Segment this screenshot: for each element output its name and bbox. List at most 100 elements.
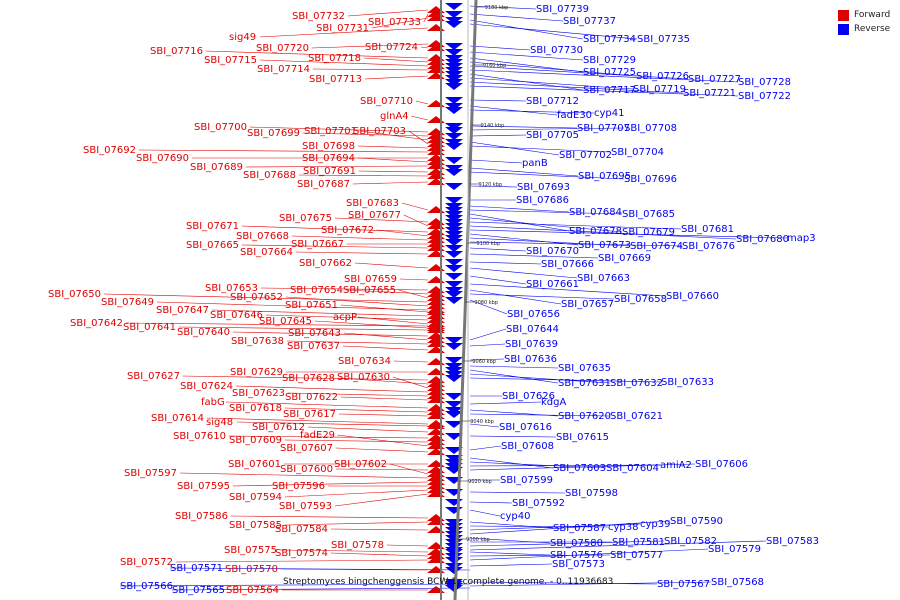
reverse-leader-line [469,491,566,494]
tick-label: 9000 kbp [466,537,490,543]
forward-gene-label: SBI_07640 [177,327,230,338]
forward-gene-label: SBI_07597 [124,468,177,479]
forward-gene-label: SBI_07586 [175,511,228,522]
reverse-gene-glyph [445,17,463,24]
forward-leader-line [205,50,429,59]
reverse-gene-label: SBI_07568 [711,577,764,588]
legend-reverse-label: Reverse [854,24,891,34]
reverse-gene-label: SBI_07576 [550,550,603,561]
reverse-gene-glyph [445,363,463,370]
reverse-gene-glyph [445,239,463,246]
reverse-gene-label: SBI_07577 [610,550,663,561]
reverse-leader-line [469,61,637,77]
reverse-leader-line [469,445,502,451]
reverse-gene-label: SBI_07676 [682,241,735,252]
reverse-leader-line [119,583,471,587]
forward-leader-line [371,17,429,29]
reverse-gene-glyph [445,11,463,18]
reverse-gene-glyph [445,103,463,110]
forward-gene-label: SBI_07652 [230,292,283,303]
reverse-gene-label: SBI_07590 [670,516,723,527]
forward-leader-line [302,132,429,137]
forward-gene-glyph [427,100,445,107]
tick-label: 9160 kbp [483,63,507,69]
reverse-gene-glyph [445,183,463,190]
forward-leader-line [415,100,429,105]
reverse-gene-glyph [445,371,463,378]
forward-leader-line [389,463,429,475]
forward-gene-label: SBI_07610 [173,431,226,442]
reverse-gene-label: cyp40 [500,511,531,522]
reverse-gene-glyph [445,219,463,226]
forward-gene-label: SBI_07585 [229,520,282,531]
reverse-gene-label: SBI_07695 [578,171,631,182]
reverse-gene-label: SBI_07661 [526,279,579,290]
forward-leader-line [342,345,429,351]
forward-leader-line [330,528,429,531]
forward-gene-label: SBI_07694 [302,153,355,164]
reverse-leader-line [469,159,523,164]
forward-leader-line [138,149,429,153]
forward-gene-label: SBI_07687 [297,179,350,190]
forward-gene-label: SBI_07688 [243,170,296,181]
reverse-gene-label: SBI_07678 [569,226,622,237]
tick-label: 9120 kbp [479,182,503,188]
reverse-leader-line [469,134,527,137]
reverse-leader-line [469,289,562,305]
reverse-gene-glyph [445,231,463,238]
reverse-gene-glyph [445,401,463,408]
forward-gene-label: SBI_07689 [190,162,243,173]
forward-leader-line [259,59,429,67]
forward-leader-line [399,278,429,281]
reverse-gene-glyph [445,197,463,204]
reverse-leader-line [469,217,623,233]
forward-leader-line [423,13,429,23]
reverse-leader-line [469,401,542,405]
reverse-gene-label: panB [522,158,548,169]
forward-leader-line [363,57,429,63]
reverse-gene-label: SBI_07583 [766,536,819,547]
forward-gene-label: SBI_07650 [48,289,101,300]
forward-gene-label: SBI_07732 [292,11,345,22]
reverse-gene-label: SBI_07696 [624,174,677,185]
reverse-gene-label: SBI_07705 [526,130,579,141]
reverse-leader-line [171,587,471,591]
reverse-gene-label: SBI_07635 [558,363,611,374]
reverse-leader-line [469,45,531,51]
reverse-gene-label: SBI_07587 [553,523,606,534]
reverse-leader-line [469,185,518,188]
reverse-gene-glyph [445,235,463,242]
forward-leader-line [364,75,429,80]
tick-label: 9040 kbp [470,419,494,425]
reverse-leader-line [169,567,471,571]
forward-gene-label: SBI_07698 [302,141,355,152]
forward-leader-line [284,439,429,443]
forward-leader-line [359,130,429,141]
reverse-leader-line [469,328,507,341]
reverse-gene-glyph [445,97,463,104]
forward-gene-glyph [427,448,445,455]
forward-gene-glyph [427,116,445,123]
forward-leader-line [225,401,429,409]
reverse-swatch [838,23,849,35]
reverse-leader-line [469,540,767,551]
reverse-gene-label: SBI_07673 [578,240,631,251]
genome-caption: Streptomyces bingchenggensis BCW-1, comp… [283,577,614,587]
reverse-gene-label: fadE30 [557,110,592,121]
reverse-leader-line [469,540,665,547]
reverse-gene-label: SBI_07726 [636,71,689,82]
reverse-leader-line [469,51,584,61]
reverse-gene-label: SBI_07626 [502,391,555,402]
reverse-leader-line [469,99,527,102]
reverse-gene-label: SBI_07565 [172,585,225,596]
reverse-gene-label: SBI_07599 [500,475,553,486]
reverse-gene-glyph [445,287,463,294]
reverse-gene-glyph [445,207,463,214]
forward-leader-line [279,549,429,553]
forward-leader-line [182,375,429,381]
reverse-leader-line [469,548,709,561]
reverse-leader-line [469,69,739,83]
reverse-gene-glyph [445,59,463,66]
reverse-leader-line [469,85,739,97]
reverse-gene-glyph [445,55,463,62]
